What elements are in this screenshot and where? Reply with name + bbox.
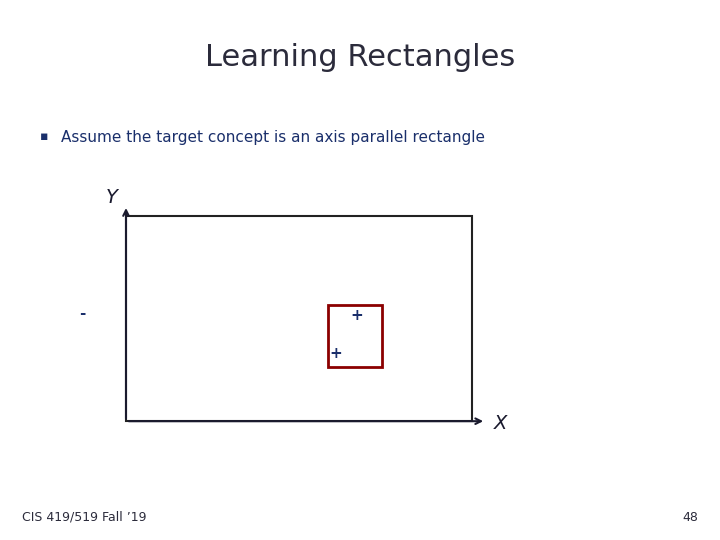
Text: Learning Rectangles: Learning Rectangles [205, 43, 515, 72]
Text: +: + [350, 308, 363, 323]
Text: Y: Y [106, 187, 117, 207]
Text: ▪: ▪ [40, 130, 48, 143]
Bar [126, 216, 472, 421]
Text: X: X [494, 414, 507, 434]
Text: +: + [330, 346, 343, 361]
Text: -: - [80, 306, 86, 321]
Text: Assume the target concept is an axis parallel rectangle: Assume the target concept is an axis par… [61, 130, 485, 145]
Bar [328, 305, 382, 367]
Text: 48: 48 [683, 511, 698, 524]
Text: CIS 419/519 Fall ’19: CIS 419/519 Fall ’19 [22, 511, 146, 524]
